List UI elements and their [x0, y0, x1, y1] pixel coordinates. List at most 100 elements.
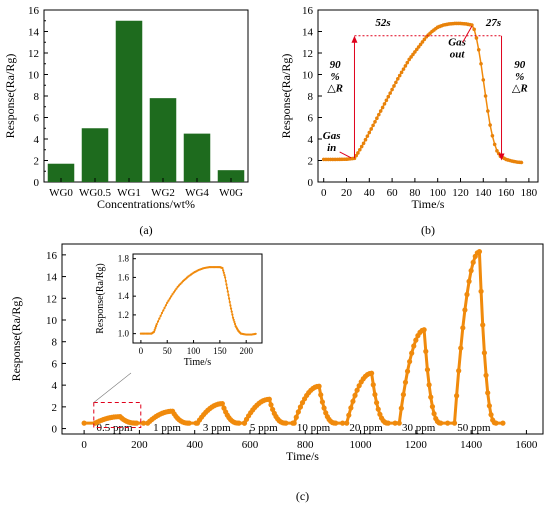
data-point-c [352, 392, 358, 398]
data-point-c [356, 383, 362, 389]
bar-WG0.5 [81, 128, 109, 182]
inset-y-tick-label: 1.8 [118, 254, 130, 264]
x-tick-label-a: WG0.5 [79, 187, 112, 199]
data-point-b [474, 36, 479, 40]
data-point-c [402, 379, 409, 385]
inset-data-point [176, 285, 179, 288]
inset-data-point [229, 307, 233, 310]
y-axis-label-c: Response(Ra/Rg) [9, 297, 23, 382]
data-point-c [392, 420, 398, 426]
inset-data-point [170, 295, 173, 298]
y-tick-label-c: 0 [52, 424, 58, 436]
data-point-c [456, 368, 462, 374]
data-point-c [451, 420, 458, 426]
y-tick-label-b: 14 [302, 27, 314, 39]
y-tick-label-a: 4 [34, 134, 40, 146]
data-point-c [333, 420, 339, 426]
x-tick-label-b: 100 [429, 187, 446, 199]
data-point-b [405, 60, 410, 65]
bar-W0G [217, 170, 245, 182]
inset-y-tick-label: 1.0 [118, 329, 130, 339]
data-point-c [486, 403, 492, 409]
data-point-c [431, 411, 437, 417]
data-point-b [422, 37, 427, 42]
data-point-c [321, 405, 327, 411]
data-point-b [397, 73, 402, 78]
data-point-b [382, 102, 387, 106]
y-tick-label-a: 2 [34, 156, 40, 168]
y-tick-label-b: 4 [308, 134, 314, 146]
data-point-c [481, 350, 487, 356]
inset-data-point [152, 330, 156, 333]
data-point-c [396, 420, 402, 426]
data-point-b [470, 23, 474, 27]
data-point-c [476, 249, 483, 255]
y-tick-label-c: 14 [46, 272, 58, 284]
data-point-c [346, 412, 352, 418]
data-point-c [268, 402, 274, 408]
concentration-label: 50 ppm [457, 422, 491, 434]
data-point-c [483, 372, 489, 378]
data-point-c [409, 350, 415, 356]
y-tick-label-c: 12 [46, 293, 57, 305]
data-point-b [416, 45, 421, 49]
bar-WG0 [47, 163, 75, 182]
concentration-label: 3 ppm [203, 422, 231, 434]
x-tick-label-c: 200 [131, 439, 148, 451]
data-point-b [481, 78, 486, 82]
data-point-c [319, 399, 326, 405]
bar-WG4 [183, 133, 211, 182]
inset-data-point [226, 286, 229, 290]
data-point-b [390, 87, 394, 92]
data-point-b [384, 98, 389, 103]
data-point-c [411, 343, 417, 349]
y-tick-label-b: 16 [302, 5, 314, 17]
inset-data-point [225, 283, 228, 286]
y-tick-label-c: 16 [46, 250, 58, 262]
y-tick-label-a: 16 [28, 5, 40, 17]
data-point-c [454, 393, 460, 399]
inset-data-point [154, 326, 157, 330]
data-point-b [488, 123, 492, 127]
y-tick-label-a: 8 [34, 91, 40, 103]
inset-data-point [156, 320, 160, 323]
gas-in-label-2: in [327, 142, 336, 154]
gas-out-arrow [462, 25, 473, 43]
inset-connector [93, 372, 132, 403]
inset-data-point [154, 325, 158, 328]
data-point-b [479, 61, 483, 66]
data-point-c [445, 420, 451, 426]
data-point-c [462, 307, 468, 313]
data-point-c [370, 382, 376, 388]
inset-data-point [226, 290, 229, 293]
gas-in-label: Gas [323, 130, 341, 142]
data-point-c [485, 390, 491, 396]
data-point-b [367, 130, 372, 135]
data-point-c [478, 288, 484, 294]
data-point-b [399, 70, 404, 75]
inset-data-point [174, 289, 177, 292]
x-tick-label-b: 0 [321, 187, 327, 199]
data-point-c [407, 358, 413, 365]
panel-label-a: (a) [139, 223, 152, 237]
data-point-b [380, 105, 385, 110]
data-point-c [480, 322, 486, 328]
concentration-label: 10 ppm [297, 422, 331, 434]
y-tick-label-a: 12 [28, 48, 39, 60]
data-point-b [413, 50, 417, 54]
x-tick-label-b: 40 [364, 187, 376, 199]
data-point-c [400, 392, 406, 398]
inset-x-tick-label: 150 [213, 346, 227, 356]
inset-data-point [167, 299, 170, 302]
inset-x-tick-label: 0 [139, 346, 144, 356]
y-tick-label-a: 14 [28, 27, 40, 39]
data-point-c [318, 392, 324, 398]
data-point-c [385, 420, 391, 426]
inset-data-point [179, 282, 182, 286]
panel-label-c: (c) [296, 489, 309, 503]
inset-highlight-box [93, 402, 142, 428]
left-90-label: 90 [330, 59, 342, 71]
recovery-arrowhead-b [498, 153, 505, 161]
inset-data-point [155, 323, 158, 326]
